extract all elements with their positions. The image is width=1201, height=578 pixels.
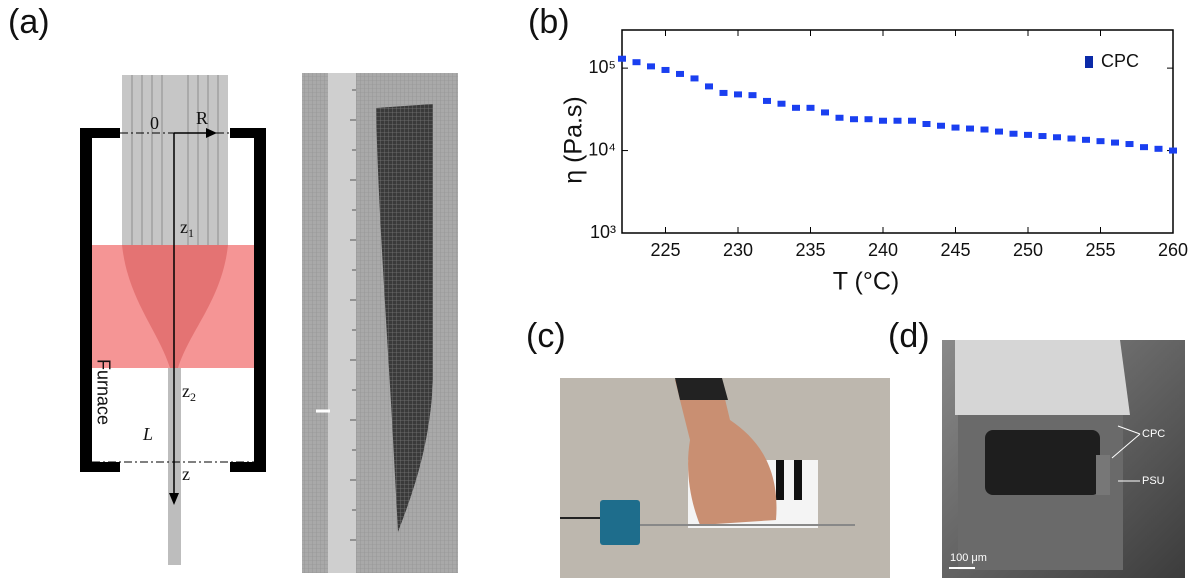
data-point xyxy=(908,117,916,124)
cpc-label: CPC xyxy=(1142,428,1165,440)
panel-label: (c) xyxy=(526,317,566,355)
data-point xyxy=(835,114,844,121)
sem-arrows xyxy=(1111,425,1141,482)
y-axis-label: η (Pa.s) xyxy=(560,96,588,184)
data-point xyxy=(632,59,641,66)
x-tick-label: 235 xyxy=(795,240,825,260)
z2-sub: 2 xyxy=(190,390,196,404)
data-point xyxy=(879,117,887,124)
radius-label: R xyxy=(196,108,208,128)
data-point xyxy=(821,109,829,116)
data-point xyxy=(951,124,960,131)
data-point xyxy=(922,120,931,127)
data-point xyxy=(661,66,670,73)
z1-sub: 1 xyxy=(188,226,194,240)
data-point xyxy=(1067,135,1076,142)
data-point xyxy=(618,55,626,62)
data-point xyxy=(676,70,684,77)
data-point xyxy=(850,116,858,123)
psu-label: PSU xyxy=(1142,475,1165,487)
data-point xyxy=(1111,139,1119,146)
legend-marker xyxy=(1085,56,1093,68)
origin-label: 0 xyxy=(150,113,159,133)
data-point xyxy=(792,104,800,111)
preform-photo xyxy=(302,73,458,573)
data-point xyxy=(647,63,655,70)
data-point xyxy=(980,126,989,133)
length-label: L xyxy=(142,424,153,444)
data-point xyxy=(937,122,945,129)
z1-label: z1 xyxy=(180,217,194,240)
z1-base: z xyxy=(180,217,188,237)
sem-image xyxy=(942,340,1185,578)
z-axis-label: z xyxy=(182,464,190,484)
y-tick-label: 10⁵ xyxy=(589,57,616,77)
x-tick-label: 225 xyxy=(650,240,680,260)
scale-bar-label: 100 μm xyxy=(950,552,987,564)
x-axis-label: T (°C) xyxy=(833,268,899,296)
data-point xyxy=(690,75,699,82)
plot-frame xyxy=(621,29,1174,234)
draw-tower-diagram xyxy=(80,75,266,565)
data-point xyxy=(893,117,902,124)
x-tick-label: 255 xyxy=(1085,240,1115,260)
data-point xyxy=(719,89,728,96)
data-point xyxy=(763,97,771,104)
data-point xyxy=(1009,130,1018,137)
piano-photo xyxy=(560,378,890,578)
data-point xyxy=(734,91,742,98)
data-point xyxy=(1169,147,1177,154)
data-point xyxy=(705,83,713,90)
data-point xyxy=(1140,144,1148,151)
panel-label: (b) xyxy=(528,3,570,41)
furnace-label: Furnace xyxy=(93,359,113,425)
y-tick-label: 10⁴ xyxy=(588,139,616,159)
x-tick-label: 240 xyxy=(868,240,898,260)
panel-label: (a) xyxy=(8,3,50,41)
panel-label: (d) xyxy=(888,317,930,355)
data-point xyxy=(1096,138,1105,145)
data-point xyxy=(995,128,1003,135)
data-point xyxy=(777,100,786,107)
viscosity-chart: 225 230 235 240 245 250 255 260 10³ 10⁴ 10⁵ CPC xyxy=(588,29,1188,260)
data-point xyxy=(806,104,815,111)
x-tick-label: 245 xyxy=(940,240,970,260)
z2-base: z xyxy=(182,381,190,401)
data-point xyxy=(864,116,873,123)
data-point xyxy=(966,125,974,132)
x-tick-label: 250 xyxy=(1013,240,1043,260)
x-tick-label: 260 xyxy=(1158,240,1188,260)
data-point xyxy=(1154,145,1163,152)
data-point xyxy=(1082,136,1090,143)
legend-label: CPC xyxy=(1101,51,1139,71)
x-tick-label: 230 xyxy=(723,240,753,260)
data-point xyxy=(1125,141,1134,148)
data-point xyxy=(1024,131,1032,138)
data-point xyxy=(1038,133,1047,140)
data-point xyxy=(1053,134,1061,141)
z2-label: z2 xyxy=(182,381,196,404)
y-tick-label: 10³ xyxy=(590,222,616,242)
data-point xyxy=(748,92,757,99)
